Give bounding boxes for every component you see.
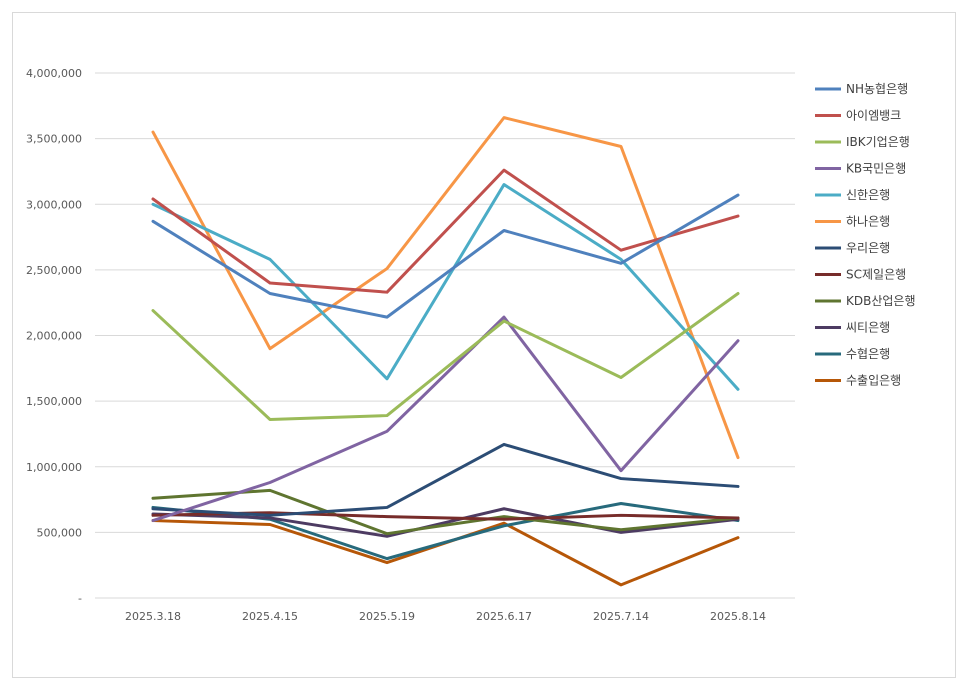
y-tick-label: 3,000,000 — [26, 198, 82, 211]
y-tick-label: 500,000 — [37, 526, 83, 539]
gridlines — [95, 72, 795, 599]
series-line — [151, 488, 740, 536]
x-tick-label: 2025.7.14 — [593, 610, 649, 623]
x-axis-ticks: 2025.3.18 2025.4.15 2025.5.19 2025.6.17 2025… — [125, 610, 766, 623]
y-tick-label: 3,500,000 — [26, 133, 82, 146]
legend-item: KB국민은행 — [815, 161, 906, 176]
legend-label: KB국민은행 — [846, 161, 906, 176]
x-tick-label: 2025.5.19 — [359, 610, 415, 623]
series-line — [151, 116, 740, 460]
legend-label: 수출입은행 — [846, 373, 901, 388]
x-tick-label: 2025.3.18 — [125, 610, 181, 623]
y-axis-ticks: - 500,000 1,000,000 1,500,000 2,000,000 2,500… — [26, 67, 82, 605]
legend-item: 하나은행 — [815, 214, 890, 229]
legend-label: 씨티은행 — [846, 320, 890, 335]
legend-item: IBK기업은행 — [815, 134, 910, 149]
legend-label: 하나은행 — [846, 214, 890, 229]
series-line — [151, 183, 740, 391]
series-line — [151, 193, 740, 319]
y-tick-label: 2,000,000 — [26, 330, 82, 343]
legend-item: 씨티은행 — [815, 320, 890, 335]
series-line — [151, 168, 740, 294]
legend-item: 아이엠뱅크 — [815, 109, 901, 123]
legend-item: KDB산업은행 — [815, 293, 916, 308]
legend-item: 수출입은행 — [815, 373, 901, 388]
series-line — [151, 507, 740, 538]
y-tick-label: 1,000,000 — [26, 461, 82, 474]
legend-label: 수협은행 — [846, 346, 890, 361]
y-tick-label: 4,000,000 — [26, 67, 82, 80]
legend-item: SC제일은행 — [815, 267, 906, 282]
series-line — [151, 442, 740, 517]
series-line — [151, 292, 740, 421]
legend-item: 우리은행 — [815, 240, 890, 255]
series-lines — [151, 116, 740, 587]
y-tick-label: 2,500,000 — [26, 264, 82, 277]
x-tick-label: 2025.6.17 — [476, 610, 532, 623]
series-line — [151, 502, 740, 561]
legend-label: KDB산업은행 — [846, 293, 916, 308]
x-tick-label: 2025.8.14 — [710, 610, 766, 623]
x-tick-label: 2025.4.15 — [242, 610, 298, 623]
legend-item: NH농협은행 — [815, 81, 908, 96]
legend-label: 아이엠뱅크 — [846, 109, 901, 123]
legend-label: SC제일은행 — [846, 267, 906, 282]
series-line — [151, 315, 740, 523]
legend-label: IBK기업은행 — [846, 134, 910, 149]
legend-item: 신한은행 — [815, 187, 890, 202]
y-tick-label: - — [78, 592, 82, 605]
legend-item: 수협은행 — [815, 346, 890, 361]
legend-label: NH농협은행 — [846, 81, 908, 96]
y-tick-label: 1,500,000 — [26, 395, 82, 408]
legend-label: 우리은행 — [846, 240, 890, 255]
chart-frame — [12, 12, 956, 678]
legend-label: 신한은행 — [846, 187, 890, 202]
